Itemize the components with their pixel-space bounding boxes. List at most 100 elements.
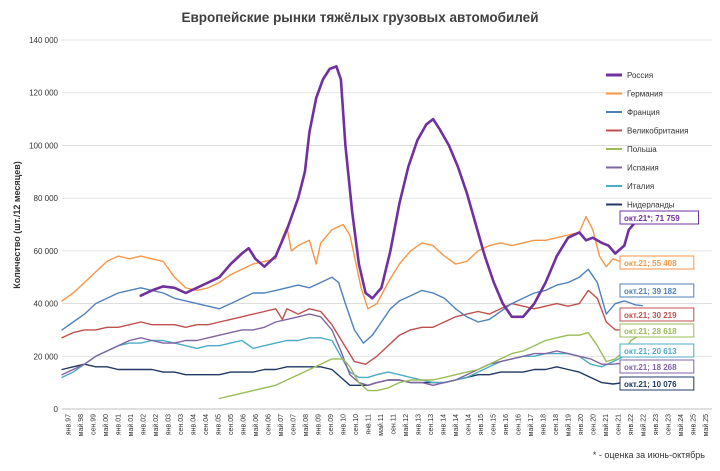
x-tick-label: сен.05 — [228, 414, 235, 435]
footnote: * - оценка за июнь-октябрь — [593, 450, 705, 460]
legend-entry: Великобритания — [627, 127, 688, 136]
x-tick-label: сен.15 — [490, 414, 497, 435]
y-tick-label: 20 000 — [34, 352, 59, 361]
data-labels: окт.21*; 71 759 окт.21; 55 408 окт.21; 39 … — [619, 210, 699, 391]
x-tick-label: сен.99 — [90, 414, 97, 435]
x-tick-label: сен.20 — [590, 414, 597, 435]
series-line-6 — [61, 313, 643, 386]
x-tick-label: сен.04 — [203, 414, 210, 435]
x-tick-label: сен.16 — [515, 414, 522, 435]
x-tick-label: сен.18 — [553, 414, 560, 435]
x-tick-label: янв.25 — [690, 414, 697, 435]
data-label: окт.21; 20 613 — [624, 347, 677, 356]
x-tick-label: янв.15 — [478, 414, 485, 435]
data-label-box — [619, 307, 695, 322]
x-tick-label: янв.14 — [440, 414, 447, 435]
x-tick-label: сен.06 — [265, 414, 272, 435]
x-tick-label: май.21 — [602, 414, 610, 436]
x-tick-label: янв.05 — [215, 414, 222, 435]
data-label-box — [619, 323, 695, 338]
x-tick-label: май.00 — [102, 414, 110, 436]
x-tick-label: сен.03 — [178, 414, 185, 435]
x-tick-label: янв.04 — [190, 414, 197, 435]
x-tick-label: янв.97 — [65, 414, 72, 435]
data-label-box — [619, 376, 695, 391]
chart-title: Европейские рынки тяжёлых грузовых автом… — [181, 10, 538, 25]
x-tick-label: сен.11 — [390, 414, 397, 435]
x-tick-label: янв.16 — [503, 414, 510, 435]
data-label: окт.21; 18 268 — [624, 363, 677, 372]
legend-entry: Нидерланды — [627, 201, 675, 210]
gridlines — [62, 39, 712, 410]
data-label-box — [619, 359, 695, 374]
y-axis: 0 20 000 40 000 60 000 80 000 100 000 120 000 1… — [29, 36, 58, 414]
y-axis-label: Количество (шт./12 месяцев) — [12, 161, 22, 288]
x-tick-label: май.12 — [402, 414, 410, 436]
x-tick-label: янв.18 — [540, 414, 547, 435]
x-tick-label: май.25 — [702, 414, 710, 436]
y-tick-label: 140 000 — [29, 36, 58, 45]
x-tick-label: сен.09 — [328, 414, 335, 435]
x-tick-label: май.98 — [77, 414, 85, 436]
series-line-2 — [61, 215, 643, 310]
x-tick-label: май.14 — [452, 414, 460, 436]
x-tick-label: май.01 — [127, 414, 135, 436]
y-tick-label: 0 — [54, 405, 59, 414]
x-tick-label: сен.21 — [615, 414, 622, 435]
x-tick-label: сен.07 — [290, 414, 297, 435]
x-tick-label: сен.10 — [353, 414, 360, 435]
x-tick-label: янв.03 — [165, 414, 172, 435]
data-label-box — [619, 210, 699, 225]
data-label: окт.21; 30 219 — [624, 311, 677, 320]
x-tick-label: янв.10 — [340, 414, 347, 435]
x-tick-label: май.08 — [302, 414, 310, 436]
x-tick-label: май.19 — [564, 414, 572, 436]
data-label-box — [619, 343, 695, 358]
data-label: окт.21; 55 408 — [624, 259, 677, 268]
y-tick-label: 80 000 — [34, 194, 59, 203]
x-tick-label: янв.06 — [240, 414, 247, 435]
x-tick-label: янв.22 — [628, 414, 635, 435]
series-line-3 — [61, 268, 643, 344]
series-line-4 — [61, 289, 643, 365]
x-tick-label: янв.20 — [578, 414, 585, 435]
legend: Россия Германия Франция Великобритания Польш… — [606, 71, 688, 210]
data-label: окт.21; 39 182 — [624, 287, 677, 296]
y-tick-label: 60 000 — [34, 247, 59, 256]
x-tick-label: янв.11 — [365, 414, 372, 435]
data-label: окт.21*; 71 759 — [624, 214, 680, 223]
x-tick-label: янв.02 — [140, 414, 147, 435]
data-label-box — [619, 255, 695, 270]
y-tick-label: 100 000 — [29, 141, 58, 150]
data-label: окт.21; 10 076 — [624, 380, 677, 389]
x-tick-label: янв.13 — [415, 414, 422, 435]
x-tick-label: янв.23 — [653, 414, 660, 435]
legend-entry: Польша — [627, 145, 657, 154]
series-line-1 — [139, 65, 644, 319]
series-line-5 — [218, 331, 643, 400]
legend-entry: Германия — [627, 90, 663, 99]
series-line-8 — [61, 363, 643, 386]
x-tick-label: янв.09 — [315, 414, 322, 435]
x-tick-label: май.22 — [639, 414, 647, 436]
x-tick-label: сен.23 — [665, 414, 672, 435]
legend-entry: Франция — [627, 108, 660, 117]
x-tick-label: янв.01 — [115, 414, 122, 435]
x-tick-label: май.17 — [527, 414, 535, 436]
x-tick-label: май.02 — [152, 414, 160, 436]
x-tick-label: май.06 — [252, 414, 260, 436]
x-tick-label: сен.13 — [428, 414, 435, 435]
data-label: окт.21; 28 618 — [624, 327, 677, 336]
series-lines — [61, 65, 644, 400]
y-tick-label: 40 000 — [34, 300, 59, 309]
data-label-box — [619, 283, 695, 298]
legend-entry: Испания — [627, 164, 659, 173]
legend-entry: Россия — [627, 71, 653, 80]
x-tick-label: май.24 — [677, 414, 685, 436]
x-tick-label: май.07 — [277, 414, 285, 436]
x-axis: янв.97 май.98 сен.99 май.00 янв.01 май.01 янв.… — [65, 414, 710, 436]
x-tick-label: май.11 — [377, 414, 385, 436]
x-tick-label: сен.14 — [465, 414, 472, 435]
y-tick-label: 120 000 — [29, 89, 58, 98]
